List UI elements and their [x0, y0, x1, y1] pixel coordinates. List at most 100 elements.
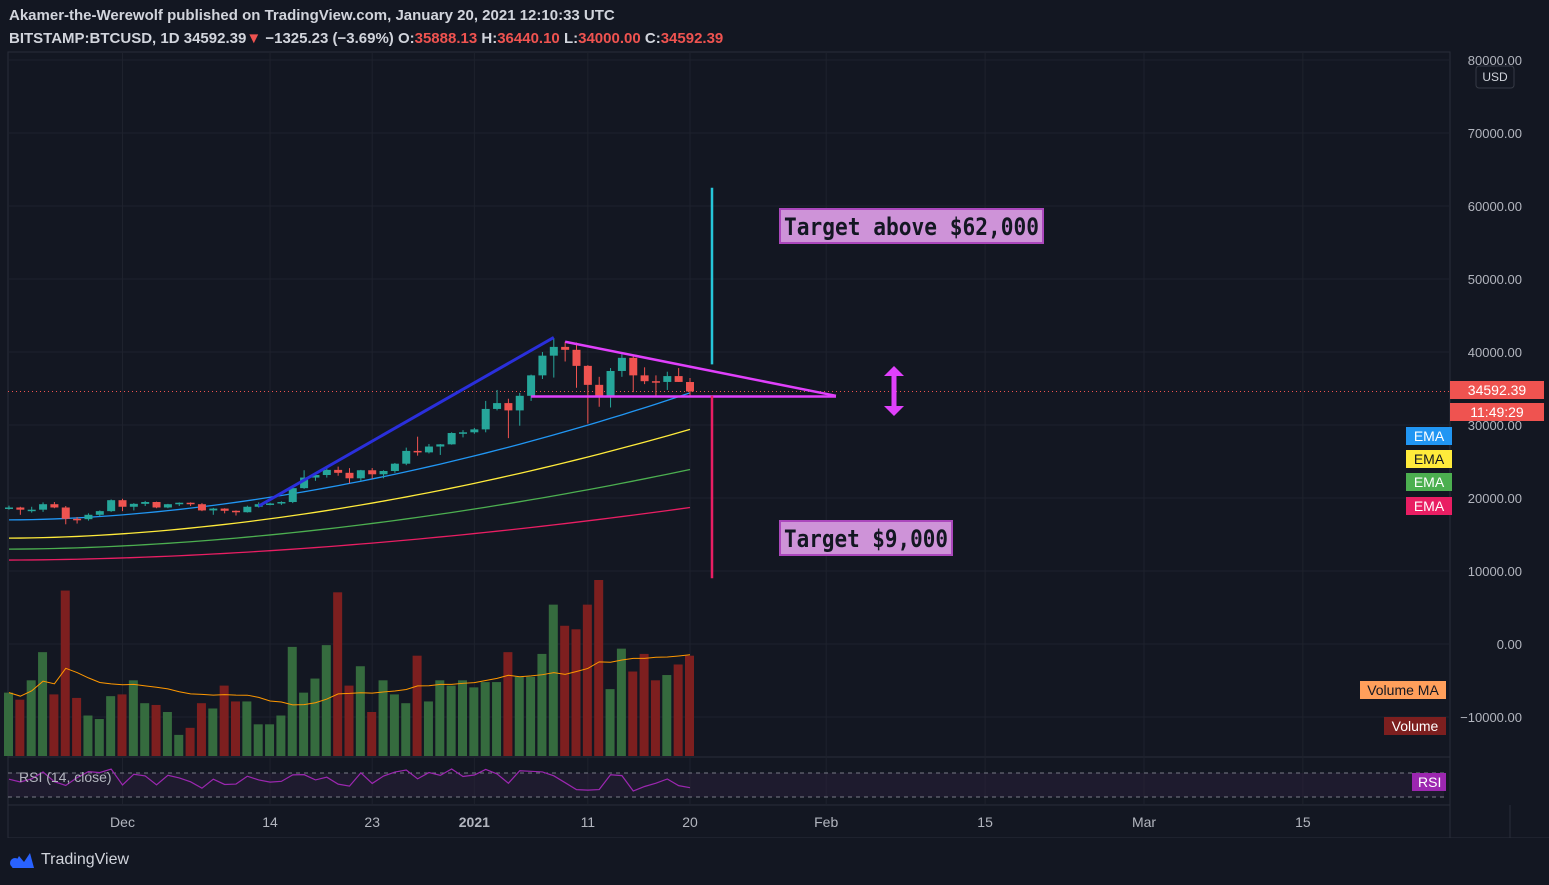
volume-bar	[321, 645, 331, 756]
volume-bar	[140, 703, 150, 756]
volume-bar	[537, 653, 547, 756]
candle-body	[481, 408, 490, 430]
volume-bar	[15, 699, 25, 756]
volume-bar	[560, 625, 570, 756]
brand-label: TradingView	[41, 851, 130, 868]
candle-body	[390, 463, 399, 471]
volume-tag: Volume	[1384, 717, 1446, 735]
candle-body	[27, 509, 36, 512]
volume-bar	[673, 664, 683, 756]
candle-body	[186, 502, 195, 505]
chart-header: Akamer-the-Werewolf published on Trading…	[0, 0, 1549, 52]
volume-bar	[446, 685, 456, 756]
high-value: 36440.10	[497, 30, 560, 47]
candle-body	[152, 502, 161, 508]
volume-bar	[94, 719, 104, 756]
rsi-title: RSI (14, close)	[19, 769, 112, 785]
candle-body	[447, 433, 456, 445]
price-axis-ticks: 80000.00 70000.00 60000.00 50000.00 40000.00…	[1460, 53, 1522, 725]
candle-body	[61, 507, 70, 519]
time-axis-ticks: Dec 14 23 2021 11 20 Feb 15 Mar 15	[110, 814, 1311, 830]
volume-bar	[616, 648, 626, 756]
volume-bar	[344, 685, 354, 756]
volume-bar	[38, 652, 48, 756]
candle-body	[5, 507, 13, 509]
target-down-box[interactable]	[779, 520, 953, 556]
drawings[interactable]	[257, 187, 904, 579]
volume-bar	[49, 694, 59, 756]
time-tick-label: 23	[364, 814, 380, 830]
ema-line	[8, 506, 691, 561]
candle-body	[515, 395, 524, 411]
candle-body	[288, 488, 297, 503]
price-tick-label: 30000.00	[1468, 418, 1522, 433]
candle-body	[209, 508, 218, 511]
candle-body	[561, 346, 570, 350]
time-tick-label: 20	[682, 814, 698, 830]
volume-bar	[469, 687, 479, 756]
candle-body	[277, 502, 286, 504]
time-tick-label: 15	[977, 814, 993, 830]
candle-body	[163, 504, 172, 508]
low-label: L:	[563, 30, 579, 47]
candle-body	[436, 444, 445, 447]
candle-body	[413, 450, 422, 453]
candle-body	[674, 376, 683, 382]
volume-bar	[265, 724, 275, 756]
volume-bar	[128, 680, 138, 756]
volume-bar	[26, 680, 36, 756]
candle-body	[300, 477, 309, 489]
brand[interactable]: TradingView	[9, 851, 129, 869]
candle-body	[595, 384, 604, 396]
volume-bar	[492, 682, 502, 756]
candle-body	[572, 349, 581, 366]
target-up-box[interactable]	[779, 208, 1044, 244]
candle-body	[686, 382, 694, 392]
candle-body	[16, 507, 25, 510]
volume-bar	[231, 701, 240, 756]
candle-body	[549, 346, 558, 356]
time-tick-label: Mar	[1132, 814, 1156, 830]
volume-bar	[628, 671, 638, 756]
volume-bar	[333, 592, 343, 756]
time-tick-label: 11	[581, 814, 596, 830]
candle-body	[334, 469, 343, 473]
triangle-upper-line	[564, 340, 837, 398]
target-down-text: Target $9,000	[784, 525, 948, 553]
volume-bar	[435, 680, 445, 756]
price-tick-label: 0.00	[1497, 637, 1522, 652]
currency-box[interactable]	[1475, 65, 1515, 89]
footer	[0, 838, 1549, 885]
volume-bar	[106, 696, 116, 756]
candle-body	[504, 403, 513, 411]
ema-line	[8, 468, 691, 550]
volume-bar	[117, 694, 127, 756]
grid-lines	[8, 52, 1450, 805]
volume-bar	[662, 675, 672, 756]
volume-bar	[639, 653, 649, 756]
volume-bars	[4, 580, 694, 756]
rsi-pane	[8, 768, 1444, 798]
open-label: O:	[397, 30, 415, 47]
currency-label: USD	[1482, 70, 1508, 84]
time-tick-label: Dec	[110, 814, 135, 830]
volume-bar	[514, 676, 524, 756]
candle-body	[356, 470, 365, 479]
volume-bar	[401, 703, 411, 756]
volume-bar	[4, 692, 13, 756]
volume-bar	[299, 692, 309, 756]
candle-body	[424, 446, 433, 453]
time-tick-label: 14	[262, 814, 278, 830]
volume-bar	[72, 697, 82, 756]
candle-body	[345, 472, 354, 479]
volume-bar	[685, 655, 694, 756]
candle-body	[266, 503, 275, 505]
volume-bar	[650, 680, 660, 756]
price-change: −1325.23 (−3.69%)	[265, 30, 394, 47]
ema-line	[8, 428, 691, 539]
ema-tag-red: EMA	[1406, 497, 1452, 515]
candle-body	[322, 469, 331, 476]
volume-bar	[83, 715, 93, 756]
candle-body	[606, 370, 615, 396]
